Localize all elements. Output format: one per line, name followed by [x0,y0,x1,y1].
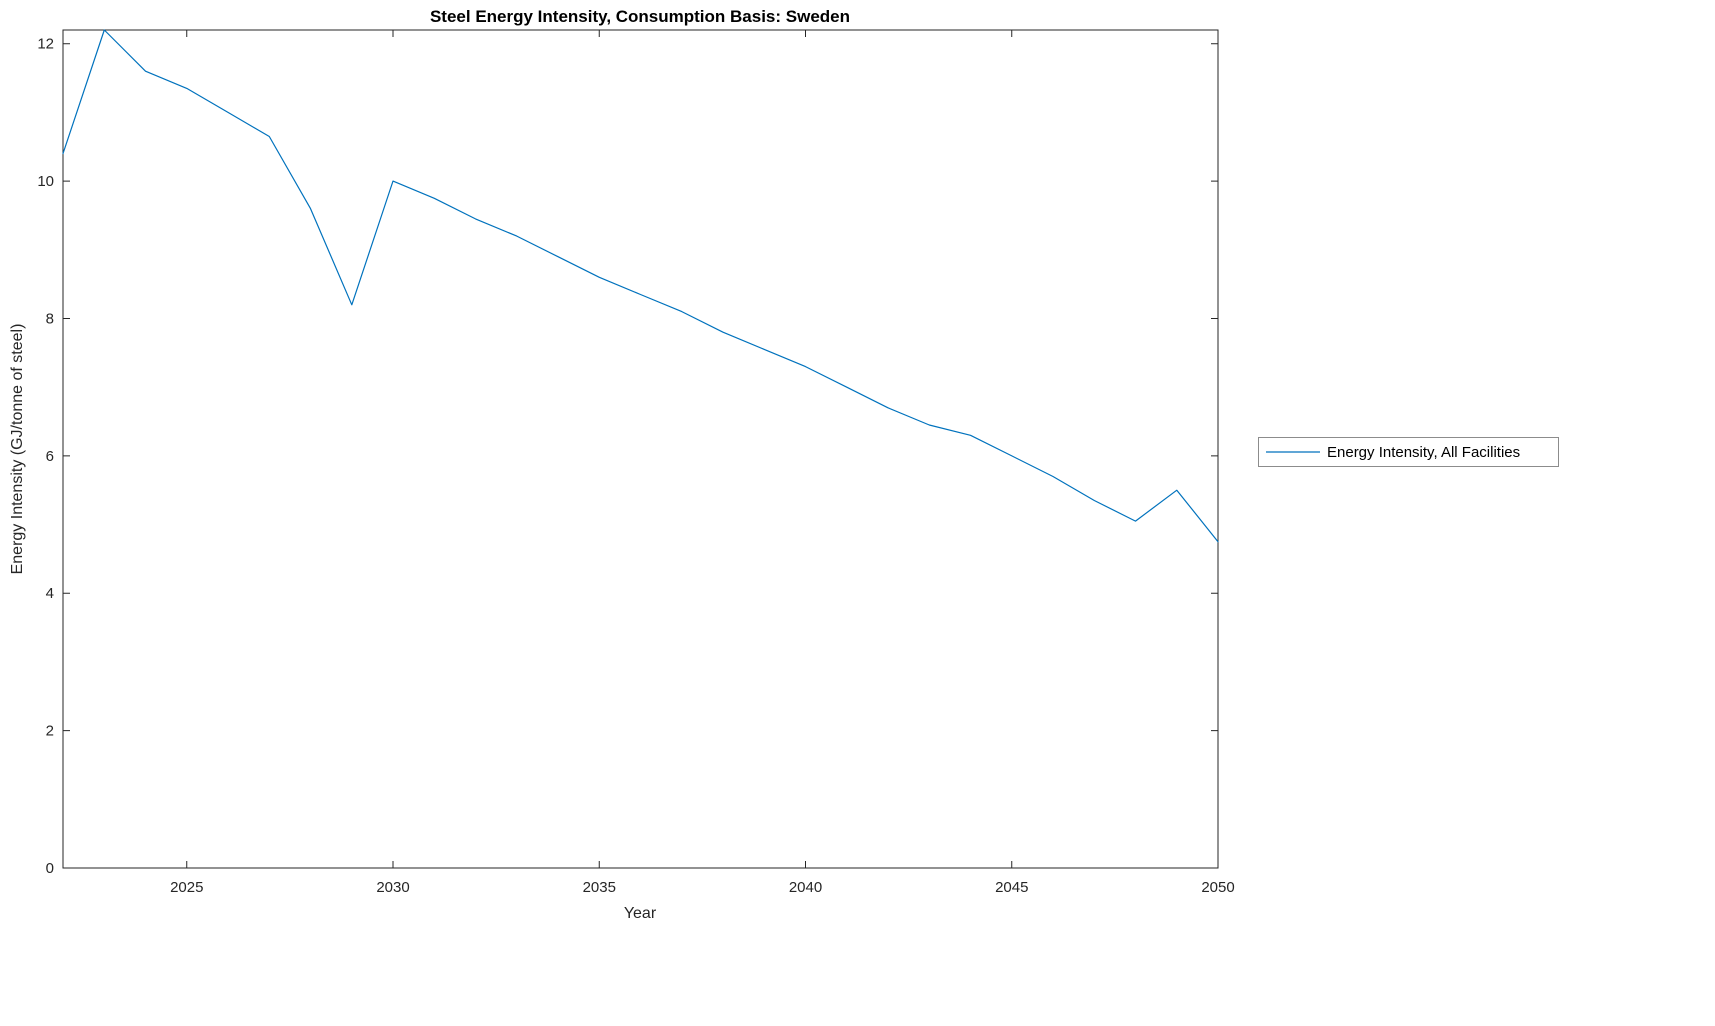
legend: Energy Intensity, All Facilities [1258,437,1559,467]
x-tick-label: 2030 [376,879,409,896]
x-tick-label: 2035 [583,879,616,896]
x-tick-label: 2045 [995,879,1028,896]
x-tick-label: 2050 [1201,879,1234,896]
y-tick-label: 6 [46,448,54,465]
chart-title: Steel Energy Intensity, Consumption Basi… [430,7,850,26]
series-line [62,29,1219,543]
y-tick-label: 4 [46,585,54,602]
legend-label: Energy Intensity, All Facilities [1327,444,1520,461]
x-tick-label: 2025 [170,879,203,896]
y-tick-label: 8 [46,310,54,327]
axis-ticks: 2025 2030 2035 2040 2045 2050 0 2 4 6 8 10 12 [37,30,1235,896]
plot-area-border [62,29,1219,869]
y-axis-label: Energy Intensity (GJ/tonne of steel) [9,324,26,575]
y-tick-label: 10 [37,173,54,190]
y-tick-label: 12 [37,36,54,53]
y-tick-label: 0 [46,860,54,877]
x-tick-label: 2040 [789,879,822,896]
series-lines [62,29,1219,543]
x-axis-label: Year [624,905,657,922]
y-tick-label: 2 [46,723,54,740]
